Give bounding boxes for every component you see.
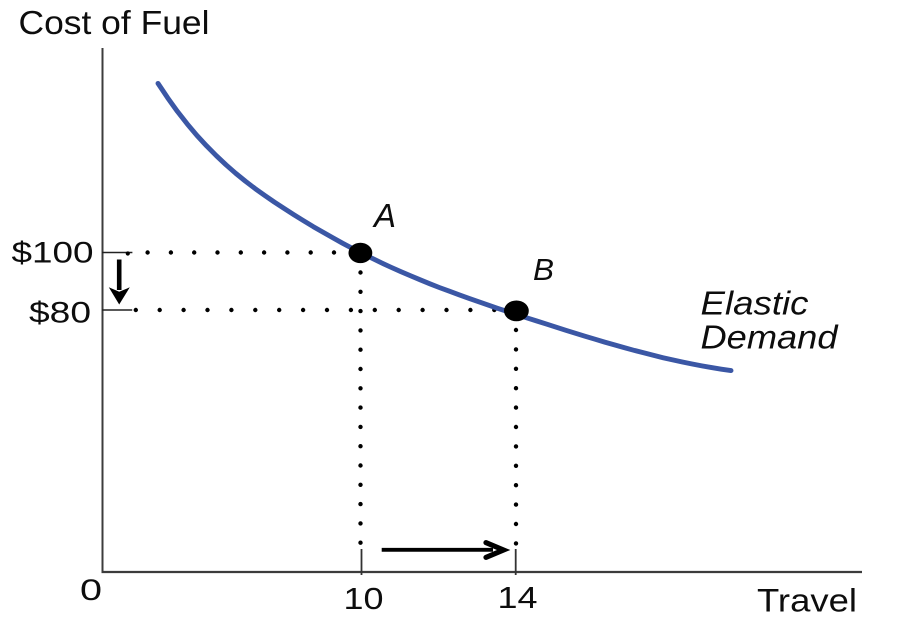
svg-text:A: A xyxy=(372,197,396,234)
svg-text:Travel: Travel xyxy=(757,583,857,619)
svg-text:0: 0 xyxy=(80,574,102,607)
svg-text:$80: $80 xyxy=(29,297,91,330)
svg-text:Elastic: Elastic xyxy=(701,285,810,322)
svg-text:10: 10 xyxy=(344,581,384,616)
svg-text:Demand: Demand xyxy=(701,319,840,356)
svg-text:B: B xyxy=(533,252,554,287)
svg-text:Cost of Fuel: Cost of Fuel xyxy=(19,4,210,41)
svg-text:14: 14 xyxy=(498,580,538,615)
svg-text:$100: $100 xyxy=(12,237,94,270)
